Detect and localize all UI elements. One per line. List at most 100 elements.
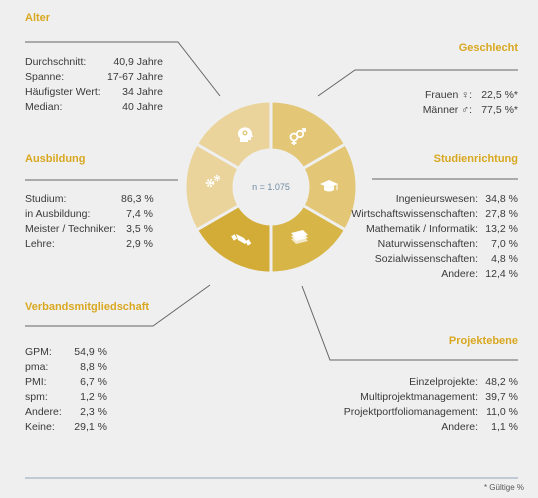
studien-row: Wirtschaftswissenschaften: 27,8 % bbox=[351, 207, 518, 222]
alter-label: Durchschnitt: bbox=[25, 56, 87, 68]
verband-heading: Verbandsmitgliedschaft bbox=[25, 301, 150, 313]
ausbildung-row: Lehre: 2,9 % bbox=[25, 237, 153, 252]
papers-icon bbox=[291, 230, 308, 244]
segment-ausbildung bbox=[194, 99, 273, 171]
verband-row: PMI: 6,7 % bbox=[25, 375, 107, 390]
projekt-label: Andere: bbox=[441, 421, 478, 433]
verband-label: Andere: bbox=[25, 406, 62, 418]
alter-row: Durchschnitt: 40,9 Jahre bbox=[25, 55, 163, 70]
connector-alter bbox=[25, 41, 221, 97]
projekt-row: Andere: 1,1 % bbox=[441, 420, 518, 435]
ausbildung-label: Studium: bbox=[25, 193, 67, 205]
projekt-label: Einzelprojekte: bbox=[409, 376, 478, 388]
alter-value: 34 Jahre bbox=[122, 86, 163, 98]
handshake-icon bbox=[231, 234, 252, 246]
verband-label: PMI: bbox=[25, 376, 47, 388]
projekt-value: 39,7 % bbox=[485, 391, 518, 403]
alter-heading: Alter bbox=[25, 12, 51, 24]
connector-projekt bbox=[301, 285, 518, 361]
alter-value: 40,9 Jahre bbox=[113, 56, 163, 68]
studien-label: Wirtschaftswissenschaften: bbox=[351, 208, 478, 220]
projekt-value: 11,0 % bbox=[486, 406, 518, 418]
projekt-label: Multiprojektmanagement: bbox=[360, 391, 478, 403]
projekt-row: Multiprojektmanagement: 39,7 % bbox=[360, 390, 518, 405]
graduation-cap-icon bbox=[320, 180, 338, 192]
connector-verband bbox=[25, 284, 211, 327]
projekt-row: Projektportfoliomanagement: 11,0 % bbox=[344, 405, 518, 420]
studien-heading: Studienrichtung bbox=[433, 153, 518, 165]
ausbildung-label: in Ausbildung: bbox=[25, 208, 91, 220]
projekt-value: 1,1 % bbox=[491, 421, 518, 433]
head-gear-icon bbox=[237, 127, 253, 142]
geschlecht-label: Männer ♂: bbox=[422, 104, 472, 116]
verband-row: Keine: 29,1 % bbox=[25, 420, 107, 435]
alter-value: 40 Jahre bbox=[122, 101, 163, 113]
geschlecht-heading: Geschlecht bbox=[458, 42, 518, 54]
alter-label: Spanne: bbox=[25, 71, 65, 83]
verband-row: pma: 8,8 % bbox=[25, 360, 107, 375]
verband-label: spm: bbox=[25, 391, 48, 403]
geschlecht-label: Frauen ♀: bbox=[425, 89, 472, 101]
verband-value: 6,7 % bbox=[80, 376, 107, 388]
ausbildung-label: Lehre: bbox=[25, 238, 55, 250]
alter-value: 17-67 Jahre bbox=[107, 71, 164, 83]
center-label: n = 1.075 bbox=[252, 182, 290, 192]
verband-row: spm: 1,2 % bbox=[25, 390, 107, 405]
projekt-value: 48,2 % bbox=[485, 376, 518, 388]
footnote: * Gültige % bbox=[483, 483, 524, 492]
studien-label: Naturwissenschaften: bbox=[377, 238, 478, 250]
alter-row: Häufigster Wert: 34 Jahre bbox=[25, 85, 163, 100]
verband-value: 54,9 % bbox=[74, 346, 107, 358]
studien-value: 34,8 % bbox=[485, 193, 518, 205]
donut-center bbox=[235, 151, 307, 223]
studien-row: Mathematik / Informatik: 13,2 % bbox=[366, 222, 518, 237]
donut-chart bbox=[183, 99, 359, 275]
alter-label: Median: bbox=[25, 101, 63, 113]
ausbildung-value: 2,9 % bbox=[126, 238, 153, 250]
alter-label: Häufigster Wert: bbox=[25, 86, 101, 98]
connector-lines bbox=[25, 41, 518, 361]
verband-value: 8,8 % bbox=[80, 361, 107, 373]
ausbildung-value: 86,3 % bbox=[121, 193, 154, 205]
ausbildung-row: Meister / Techniker: 3,5 % bbox=[25, 222, 153, 237]
projekt-label: Projektportfoliomanagement: bbox=[343, 406, 478, 418]
studien-label: Andere: bbox=[441, 268, 478, 280]
geschlecht-value: 77,5 %* bbox=[481, 104, 518, 116]
ausbildung-row: Studium: 86,3 % bbox=[25, 192, 154, 207]
ausbildung-row: in Ausbildung: 7,4 % bbox=[25, 207, 153, 222]
alter-row: Spanne: 17-67 Jahre bbox=[25, 70, 163, 85]
verband-label: pma: bbox=[25, 361, 49, 373]
studien-value: 7,0 % bbox=[491, 238, 518, 250]
ausbildung-label: Meister / Techniker: bbox=[25, 223, 116, 235]
studien-value: 27,8 % bbox=[485, 208, 518, 220]
studien-row: Ingenieurswesen: 34,8 % bbox=[396, 192, 518, 207]
studien-row: Sozialwissenschaften: 4,8 % bbox=[375, 252, 518, 267]
studien-value: 4,8 % bbox=[491, 253, 518, 265]
connector-geschlecht bbox=[317, 69, 518, 97]
verband-row: GPM: 54,9 % bbox=[25, 345, 107, 360]
studien-label: Sozialwissenschaften: bbox=[374, 253, 478, 265]
studien-row: Andere: 12,4 % bbox=[441, 267, 518, 282]
geschlecht-value: 22,5 %* bbox=[481, 89, 518, 101]
geschlecht-row: Frauen ♀: 22,5 %* bbox=[425, 88, 518, 103]
studien-label: Ingenieurswesen: bbox=[395, 193, 478, 205]
projekt-heading: Projektebene bbox=[448, 335, 518, 347]
verband-value: 1,2 % bbox=[80, 391, 107, 403]
ausbildung-value: 3,5 % bbox=[126, 223, 153, 235]
studien-value: 13,2 % bbox=[485, 223, 518, 235]
verband-label: Keine: bbox=[25, 421, 55, 433]
gears-icon bbox=[205, 174, 221, 188]
studien-value: 12,4 % bbox=[485, 268, 518, 280]
verband-value: 2,3 % bbox=[80, 406, 107, 418]
ausbildung-heading: Ausbildung bbox=[25, 153, 86, 165]
verband-row: Andere: 2,3 % bbox=[25, 405, 107, 420]
projekt-row: Einzelprojekte: 48,2 % bbox=[409, 375, 518, 390]
geschlecht-row: Männer ♂: 77,5 %* bbox=[423, 103, 518, 118]
studien-row: Naturwissenschaften: 7,0 % bbox=[378, 237, 518, 252]
verband-value: 29,1 % bbox=[74, 421, 107, 433]
verband-label: GPM: bbox=[25, 346, 52, 358]
ausbildung-value: 7,4 % bbox=[126, 208, 153, 220]
gender-icon bbox=[289, 128, 306, 145]
alter-row: Median: 40 Jahre bbox=[25, 100, 163, 115]
